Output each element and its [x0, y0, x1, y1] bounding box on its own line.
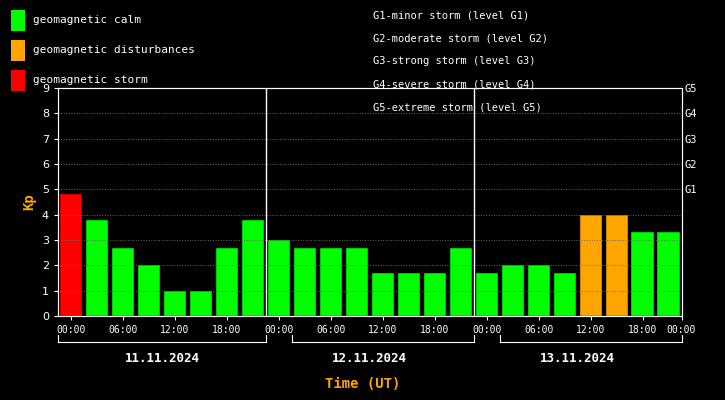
Bar	[138, 265, 160, 316]
Text: 13.11.2024: 13.11.2024	[540, 352, 615, 364]
Bar	[398, 273, 420, 316]
Bar	[190, 291, 212, 316]
Bar	[346, 248, 368, 316]
Bar	[112, 248, 134, 316]
Bar	[320, 248, 341, 316]
Text: 12.11.2024: 12.11.2024	[332, 352, 407, 364]
Bar	[554, 273, 576, 316]
Text: geomagnetic disturbances: geomagnetic disturbances	[33, 45, 194, 55]
Bar	[528, 265, 550, 316]
Bar	[164, 291, 186, 316]
Bar	[372, 273, 394, 316]
Text: 11.11.2024: 11.11.2024	[125, 352, 199, 364]
Text: G3-strong storm (level G3): G3-strong storm (level G3)	[373, 56, 536, 66]
Bar	[86, 220, 108, 316]
Text: G2-moderate storm (level G2): G2-moderate storm (level G2)	[373, 33, 548, 43]
Bar	[579, 215, 602, 316]
Text: G5-extreme storm (level G5): G5-extreme storm (level G5)	[373, 103, 542, 113]
Text: geomagnetic storm: geomagnetic storm	[33, 76, 147, 86]
Bar	[216, 248, 238, 316]
Bar	[450, 248, 472, 316]
Text: G1-minor storm (level G1): G1-minor storm (level G1)	[373, 10, 530, 20]
Bar	[476, 273, 497, 316]
Y-axis label: Kp: Kp	[22, 194, 36, 210]
Bar	[502, 265, 523, 316]
Bar	[658, 232, 679, 316]
Bar	[242, 220, 264, 316]
Bar	[268, 240, 290, 316]
Text: Time (UT): Time (UT)	[325, 377, 400, 391]
Text: G4-severe storm (level G4): G4-severe storm (level G4)	[373, 80, 536, 90]
Bar	[294, 248, 316, 316]
Bar	[605, 215, 628, 316]
Bar	[631, 232, 653, 316]
Bar	[60, 194, 82, 316]
Bar	[423, 273, 446, 316]
Text: geomagnetic calm: geomagnetic calm	[33, 16, 141, 26]
